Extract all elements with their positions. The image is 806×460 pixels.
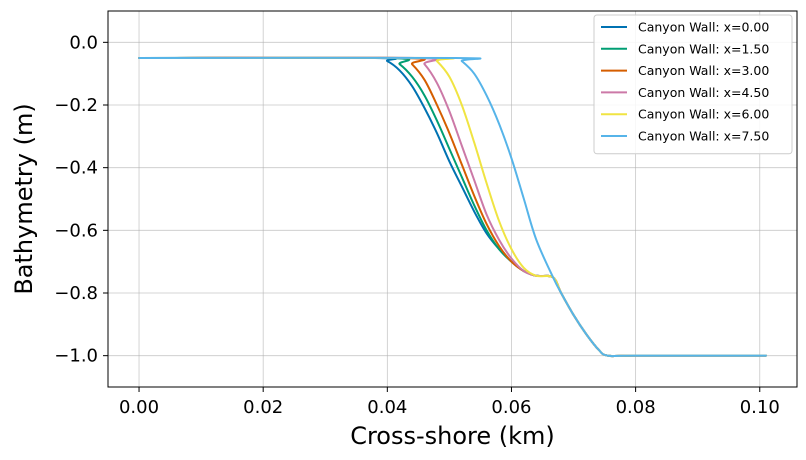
y-tick-label: −0.8 [54, 283, 98, 304]
y-axis-ticks: 0.0 −0.2 −0.4 −0.6 −0.8 −1.0 [54, 32, 108, 367]
legend-label: Canyon Wall: x=7.50 [638, 129, 769, 144]
x-tick-label: 0.02 [243, 397, 283, 418]
plot-frame [107, 10, 798, 388]
x-tick-label: 0.06 [491, 397, 531, 418]
y-tick-label: −0.6 [54, 220, 98, 241]
y-tick-label: −0.4 [54, 158, 98, 179]
legend-label: Canyon Wall: x=1.50 [638, 41, 769, 56]
x-tick-label: 0.10 [740, 397, 780, 418]
legend-label: Canyon Wall: x=4.50 [638, 85, 769, 100]
y-axis-label: Bathymetry (m) [10, 103, 38, 294]
x-tick-label: 0.08 [616, 397, 656, 418]
x-axis-ticks: 0.00 0.02 0.04 0.06 0.08 0.10 [119, 387, 780, 418]
legend-label: Canyon Wall: x=3.00 [638, 63, 769, 78]
legend-label: Canyon Wall: x=0.00 [638, 20, 769, 35]
x-axis-label: Cross-shore (km) [350, 422, 555, 450]
x-tick-label: 0.00 [119, 397, 159, 418]
legend-box [593, 14, 793, 155]
series-lines [138, 56, 767, 358]
y-tick-label: −1.0 [54, 346, 98, 367]
y-tick-label: −0.2 [54, 95, 98, 116]
legend: Canyon Wall: x=0.00 Canyon Wall: x=1.50 Ca… [593, 14, 793, 155]
x-tick-label: 0.04 [367, 397, 407, 418]
legend-label: Canyon Wall: x=6.00 [638, 107, 769, 122]
y-tick-label: 0.0 [69, 32, 98, 53]
series-line-5 [138, 56, 767, 358]
